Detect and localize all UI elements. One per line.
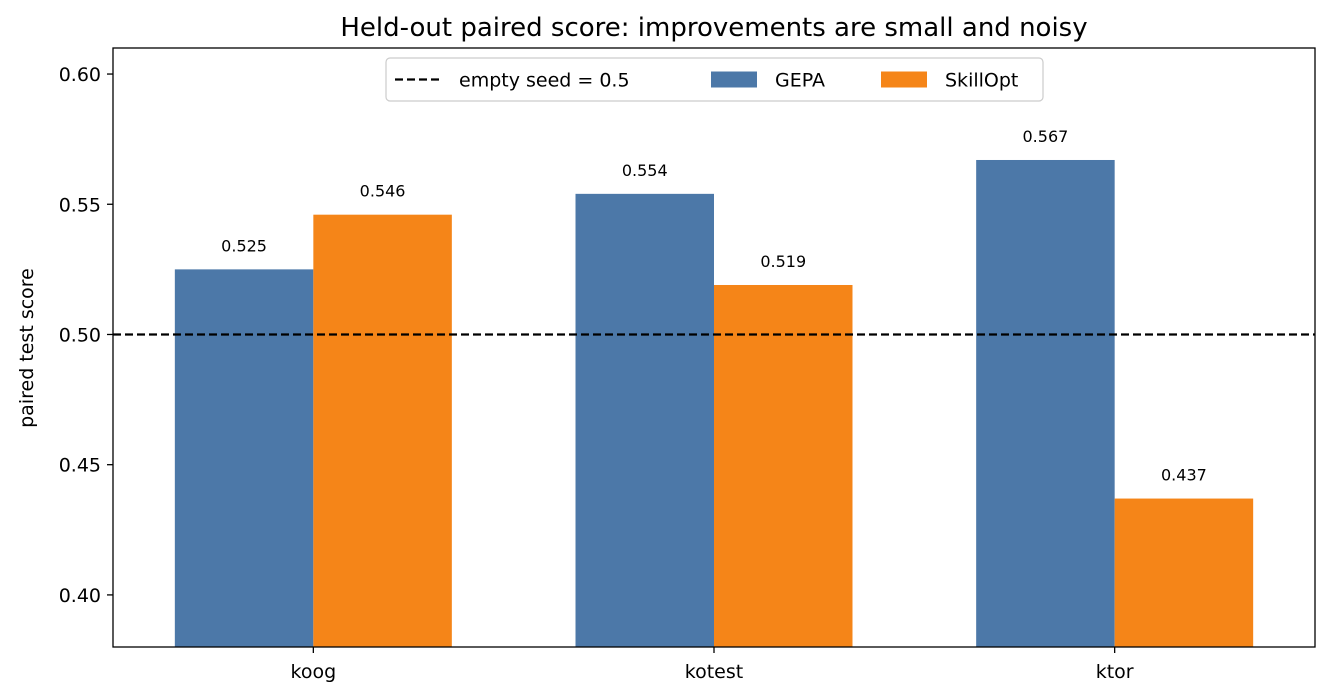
bar-gepa-ktor <box>976 159 1115 648</box>
chart-title: Held-out paired score: improvements are … <box>340 13 1087 43</box>
legend-swatch-skillopt <box>881 71 927 88</box>
plot-area: 0.525 0.546 0.554 0.519 0.567 0.437 0.40 0.45 0.… <box>59 47 1316 683</box>
bar-skillopt-koog <box>313 214 452 647</box>
data-label-gepa-ktor: 0.567 <box>1023 127 1069 146</box>
x-tick-label-koog: koog <box>291 661 337 683</box>
y-axis-label: paired test score <box>16 268 38 428</box>
legend-label-reference: empty seed = 0.5 <box>459 70 630 92</box>
data-label-gepa-kotest: 0.554 <box>622 161 668 180</box>
bar-gepa-koog <box>174 269 314 647</box>
x-tick-label-ktor: ktor <box>1096 661 1134 683</box>
bar-skillopt-kotest <box>714 284 853 647</box>
y-tick-label: 0.60 <box>59 64 101 86</box>
data-label-skillopt-kotest: 0.519 <box>760 252 806 271</box>
data-label-skillopt-koog: 0.546 <box>360 182 406 201</box>
y-tick-label: 0.50 <box>59 324 101 346</box>
legend: empty seed = 0.5 GEPA SkillOpt <box>385 57 1044 102</box>
data-label-gepa-koog: 0.525 <box>221 236 267 255</box>
y-tick-label: 0.40 <box>59 585 101 607</box>
data-label-skillopt-ktor: 0.437 <box>1161 466 1207 485</box>
legend-label-gepa: GEPA <box>775 70 825 92</box>
bar-skillopt-ktor <box>1114 498 1254 647</box>
y-tick-label: 0.45 <box>59 455 101 477</box>
y-tick-label: 0.55 <box>59 194 101 216</box>
x-tick-label-kotest: kotest <box>685 661 743 683</box>
legend-label-skillopt: SkillOpt <box>945 70 1018 92</box>
bar-gepa-kotest <box>575 193 714 647</box>
legend-swatch-gepa <box>711 71 757 88</box>
